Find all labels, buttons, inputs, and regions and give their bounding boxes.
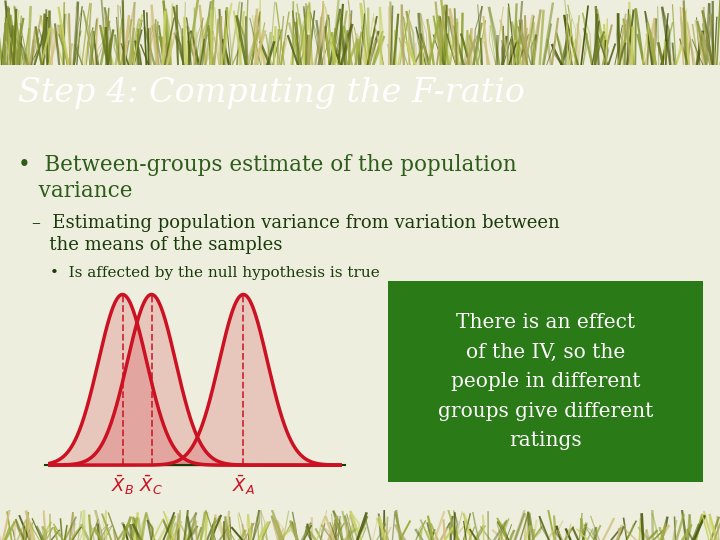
Text: •  Is affected by the null hypothesis is true: • Is affected by the null hypothesis is …: [50, 266, 379, 280]
Text: $\bar{X}_B$: $\bar{X}_B$: [111, 473, 134, 497]
Text: variance: variance: [18, 180, 132, 202]
Text: $\bar{X}_C$: $\bar{X}_C$: [140, 473, 163, 497]
Text: the means of the samples: the means of the samples: [32, 237, 282, 254]
Text: •  Between-groups estimate of the population: • Between-groups estimate of the populat…: [18, 154, 517, 176]
Text: Step 4: Computing the F-ratio: Step 4: Computing the F-ratio: [18, 77, 525, 109]
FancyBboxPatch shape: [388, 281, 703, 482]
Text: –  Estimating population variance from variation between: – Estimating population variance from va…: [32, 214, 559, 232]
Text: There is an effect
of the IV, so the
people in different
groups give different
r: There is an effect of the IV, so the peo…: [438, 313, 653, 450]
Text: $\bar{X}_A$: $\bar{X}_A$: [232, 473, 255, 497]
